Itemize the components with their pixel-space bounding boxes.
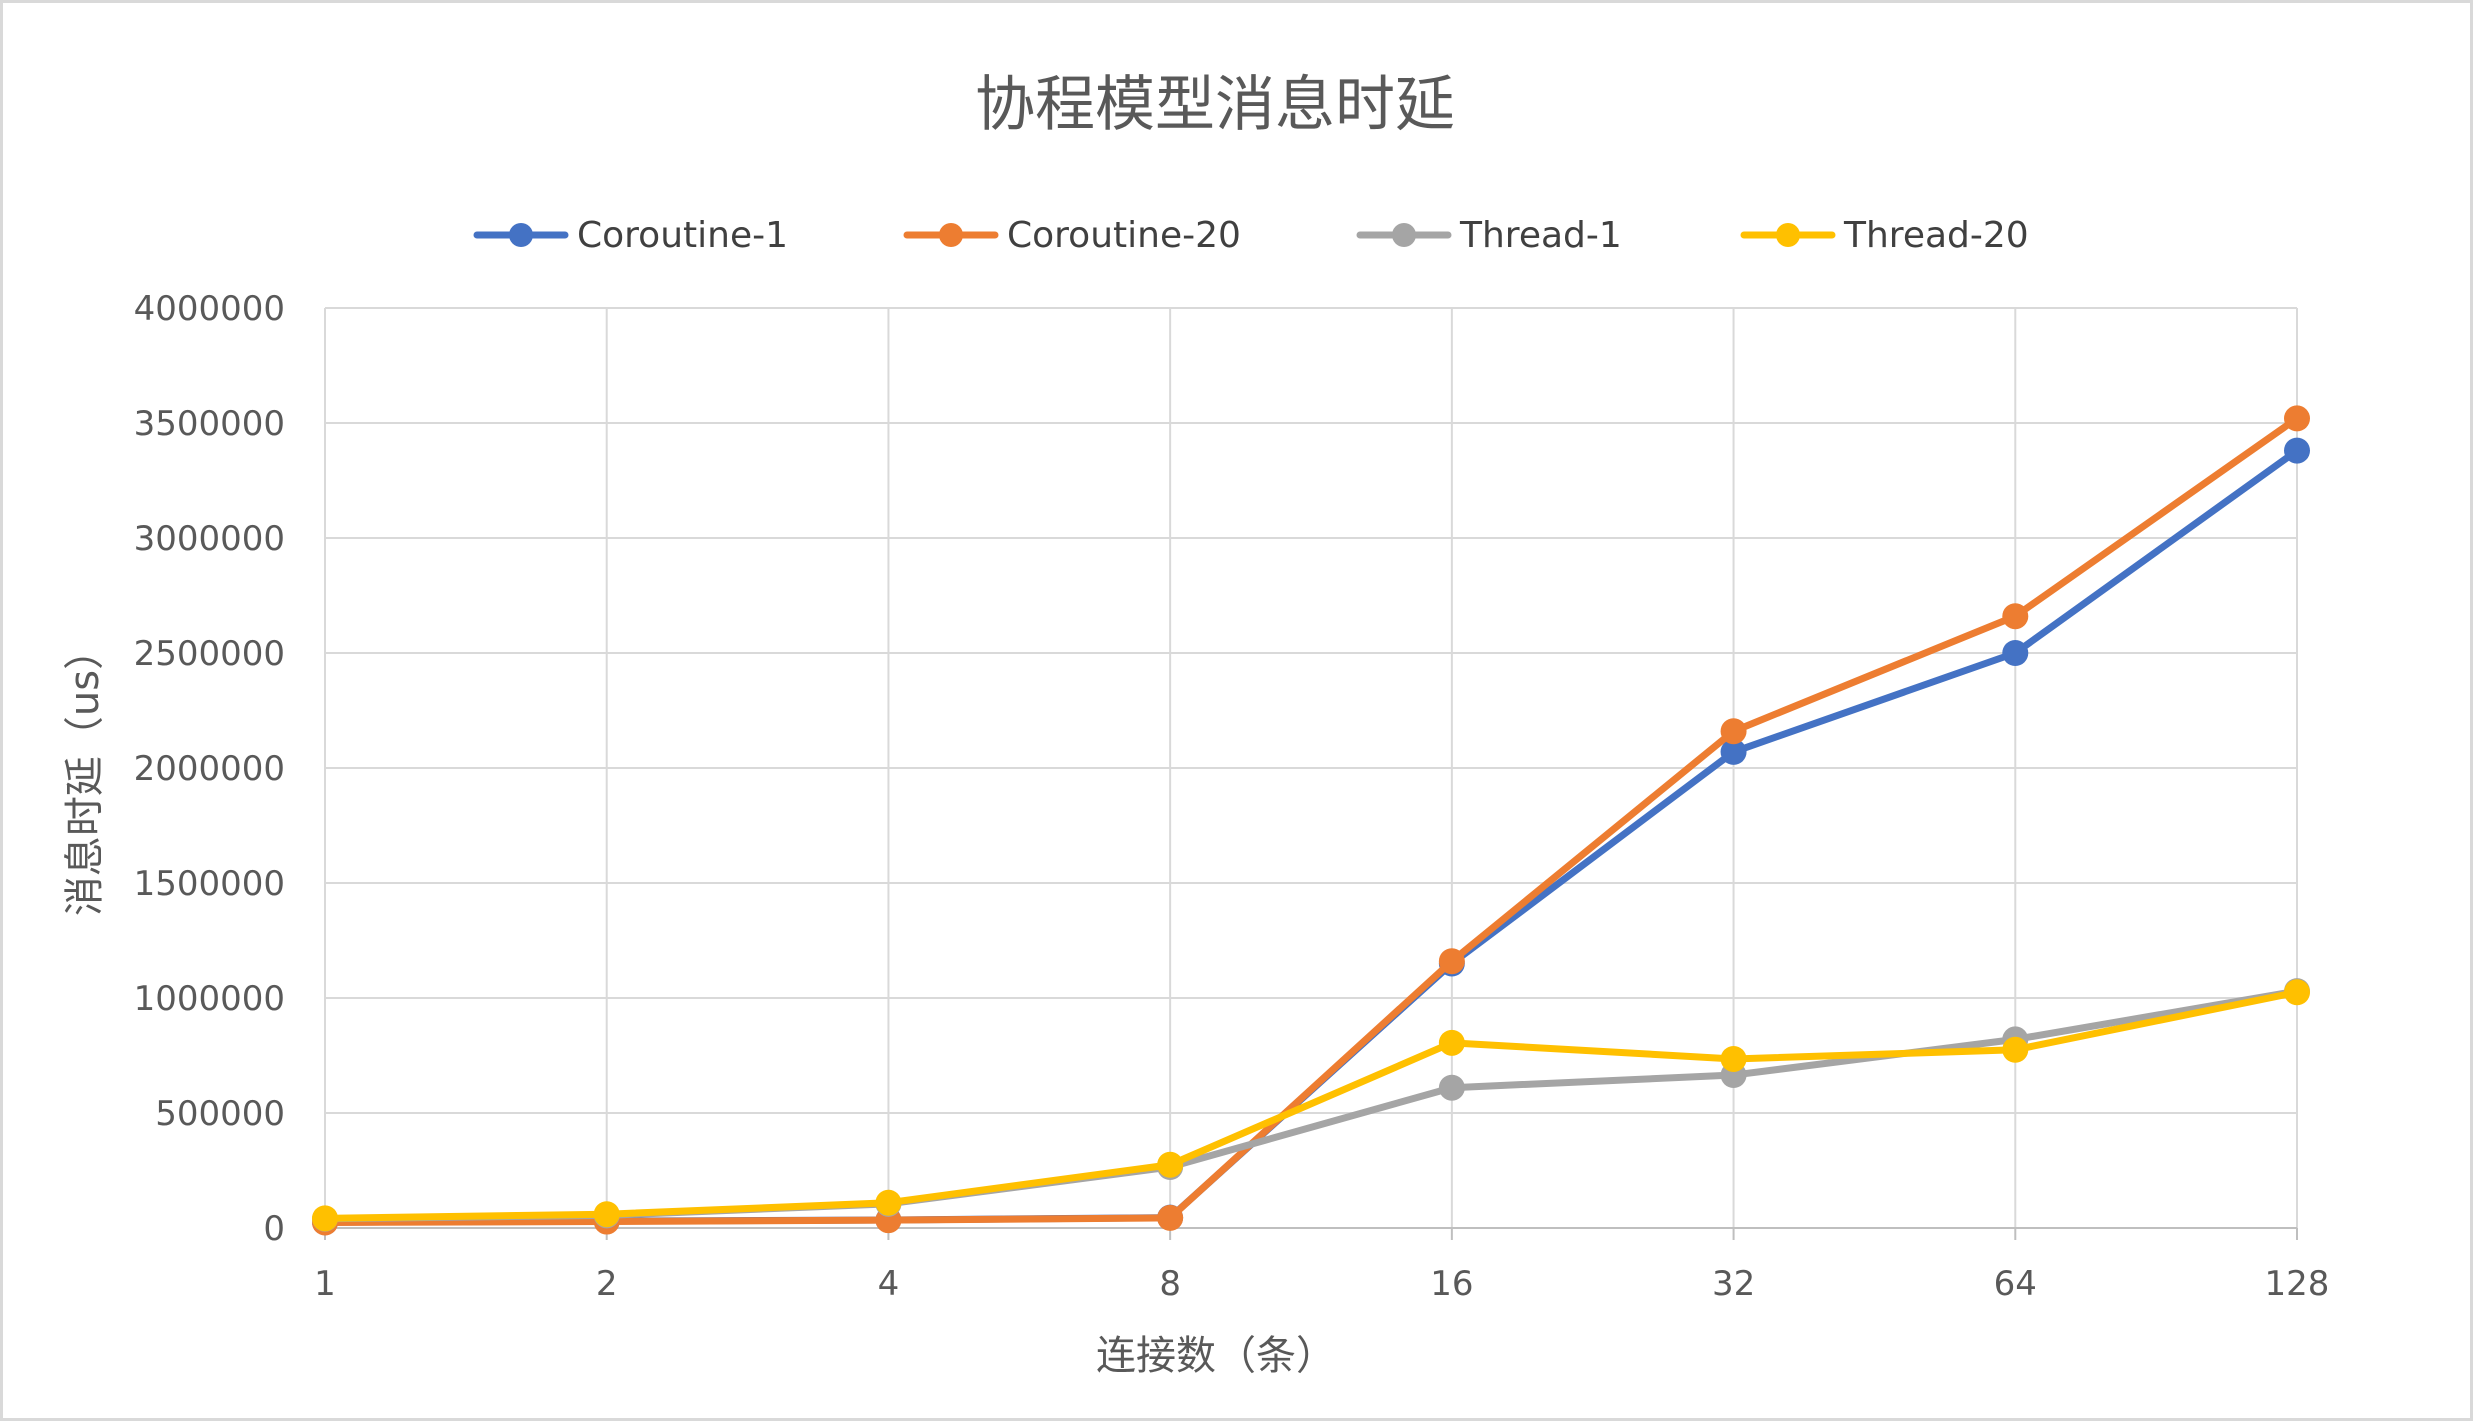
- y-tick-label: 4000000: [134, 289, 285, 329]
- thread-20-point[interactable]: [1438, 1029, 1465, 1056]
- series-layer: [312, 405, 2310, 1236]
- thread-20-point[interactable]: [2284, 979, 2310, 1006]
- coroutine-20-point[interactable]: [2284, 405, 2310, 432]
- chart-title: 协程模型消息时延: [975, 70, 1455, 140]
- legend-item-coroutine-1[interactable]: Coroutine-1: [473, 215, 788, 256]
- y-tick-label: 1000000: [134, 979, 285, 1019]
- x-tick-label: 1: [314, 1264, 336, 1304]
- tick-labels: 0 500000 1000000 1500000 2000000 2500000 30000…: [134, 289, 2330, 1304]
- thread-20-line[interactable]: [321, 988, 2301, 1222]
- legend-label: Coroutine-20: [1007, 215, 1241, 256]
- coroutine-20-point[interactable]: [1720, 718, 1747, 745]
- legend[interactable]: Coroutine-1 Coroutine-20 Thread-1 Thread-20: [473, 215, 2029, 256]
- x-tick-label: 16: [1430, 1264, 1473, 1304]
- coroutine-1-point[interactable]: [2002, 640, 2029, 666]
- legend-point-marker: [509, 223, 533, 247]
- y-tick-label: 0: [263, 1209, 285, 1249]
- x-tick-label: 4: [878, 1264, 900, 1304]
- legend-item-thread-20[interactable]: Thread-20: [1740, 215, 2029, 256]
- legend-point-marker: [939, 223, 963, 247]
- y-tick-label: 1500000: [134, 864, 285, 904]
- coroutine-1-point[interactable]: [2284, 437, 2310, 464]
- thread-20-point[interactable]: [593, 1201, 620, 1228]
- thread-20-point[interactable]: [875, 1189, 902, 1216]
- legend-point-marker: [1392, 223, 1416, 247]
- y-axis-title: 消息时延（us）: [62, 630, 108, 916]
- grid-lines: [324, 307, 2298, 1228]
- thread-20-point[interactable]: [312, 1205, 338, 1232]
- axes: [324, 1227, 2298, 1240]
- x-tick-label: 128: [2265, 1264, 2330, 1304]
- thread-20-point[interactable]: [1720, 1045, 1747, 1072]
- x-tick-label: 32: [1712, 1264, 1755, 1304]
- legend-label: Thread-1: [1459, 215, 1622, 256]
- legend-label: Coroutine-1: [577, 215, 788, 256]
- coroutine-20-point[interactable]: [1157, 1204, 1184, 1231]
- thread-20-point[interactable]: [2002, 1036, 2029, 1063]
- thread-20-point[interactable]: [1157, 1151, 1184, 1178]
- y-tick-label: 2500000: [134, 634, 285, 674]
- coroutine-20-point[interactable]: [1438, 948, 1465, 975]
- x-tick-label: 64: [1994, 1264, 2037, 1304]
- y-tick-label: 3500000: [134, 404, 285, 444]
- line-chart: 协程模型消息时延 Coroutine-1 Coroutine-20 Thread-1…: [62, 70, 2330, 1379]
- x-tick-label: 2: [596, 1264, 618, 1304]
- coroutine-1-series[interactable]: [312, 437, 2310, 1236]
- legend-item-thread-1[interactable]: Thread-1: [1356, 215, 1622, 256]
- legend-item-coroutine-20[interactable]: Coroutine-20: [903, 215, 1241, 256]
- thread-1-point[interactable]: [1438, 1074, 1465, 1101]
- coroutine-20-series[interactable]: [312, 405, 2310, 1236]
- coroutine-20-line[interactable]: [321, 414, 2301, 1226]
- coroutine-20-point[interactable]: [2002, 603, 2029, 630]
- y-tick-label: 2000000: [134, 749, 285, 789]
- y-tick-label: 500000: [155, 1094, 285, 1134]
- y-tick-label: 3000000: [134, 519, 285, 559]
- x-tick-label: 8: [1159, 1264, 1181, 1304]
- coroutine-1-point[interactable]: [1720, 738, 1747, 765]
- thread-20-series[interactable]: [312, 979, 2310, 1232]
- legend-point-marker: [1776, 223, 1800, 247]
- x-axis-title: 连接数（条）: [1096, 1333, 1336, 1379]
- legend-label: Thread-20: [1843, 215, 2029, 256]
